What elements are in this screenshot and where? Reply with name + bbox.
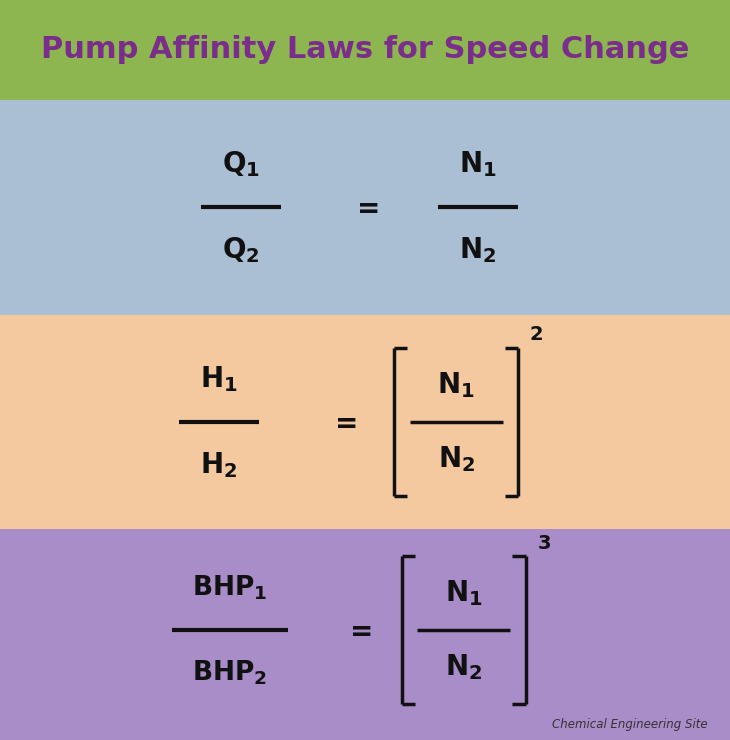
Text: $\mathbf{3}$: $\mathbf{3}$	[537, 534, 550, 553]
Bar	[0, 314, 730, 529]
Bar	[0, 529, 730, 740]
Text: $\mathbf{2}$: $\mathbf{2}$	[529, 325, 543, 344]
Text: $\mathbf{H_2}$: $\mathbf{H_2}$	[200, 450, 238, 480]
Bar	[0, 100, 730, 314]
Text: $\mathbf{BHP_1}$: $\mathbf{BHP_1}$	[192, 574, 268, 602]
Text: $\mathbf{N_1}$: $\mathbf{N_1}$	[459, 149, 497, 179]
Text: Pump Affinity Laws for Speed Change: Pump Affinity Laws for Speed Change	[41, 36, 689, 64]
Text: $\mathbf{N_2}$: $\mathbf{N_2}$	[445, 653, 483, 682]
Bar	[0, 0, 730, 100]
Text: $\mathbf{Q_1}$: $\mathbf{Q_1}$	[222, 149, 260, 179]
Text: $\mathbf{N_1}$: $\mathbf{N_1}$	[445, 579, 483, 608]
Text: Chemical Engineering Site: Chemical Engineering Site	[553, 718, 708, 731]
Text: $\mathbf{N_2}$: $\mathbf{N_2}$	[459, 235, 497, 265]
Text: $\mathbf{Q_2}$: $\mathbf{Q_2}$	[222, 235, 260, 265]
Text: $\mathbf{=}$: $\mathbf{=}$	[351, 193, 379, 221]
Text: $\mathbf{H_1}$: $\mathbf{H_1}$	[200, 364, 238, 394]
Text: $\mathbf{N_1}$: $\mathbf{N_1}$	[437, 370, 475, 400]
Text: $\mathbf{=}$: $\mathbf{=}$	[344, 616, 372, 645]
Text: $\mathbf{N_2}$: $\mathbf{N_2}$	[437, 444, 475, 474]
Text: $\mathbf{=}$: $\mathbf{=}$	[329, 408, 357, 436]
Text: $\mathbf{BHP_2}$: $\mathbf{BHP_2}$	[193, 659, 267, 687]
